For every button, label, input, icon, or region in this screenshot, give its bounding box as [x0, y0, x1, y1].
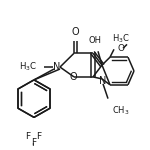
Text: H$_3$C: H$_3$C: [19, 61, 37, 73]
Text: O: O: [71, 27, 79, 38]
Text: F: F: [32, 139, 37, 148]
Text: F: F: [26, 133, 32, 142]
Text: N: N: [53, 62, 61, 72]
Text: H$_3$C: H$_3$C: [112, 33, 130, 45]
Text: CF$_3$: CF$_3$: [27, 126, 41, 139]
Text: OH: OH: [88, 36, 102, 45]
Text: CH$_3$: CH$_3$: [112, 105, 130, 117]
Text: O: O: [118, 44, 125, 53]
Text: O: O: [69, 72, 77, 82]
Text: F: F: [36, 133, 42, 142]
Text: F: F: [32, 138, 37, 147]
Text: N: N: [99, 76, 107, 86]
Text: F: F: [36, 132, 42, 141]
Bar: [20, 118, 50, 143]
Text: F: F: [26, 132, 31, 141]
Text: CF$_3$: CF$_3$: [27, 126, 41, 139]
